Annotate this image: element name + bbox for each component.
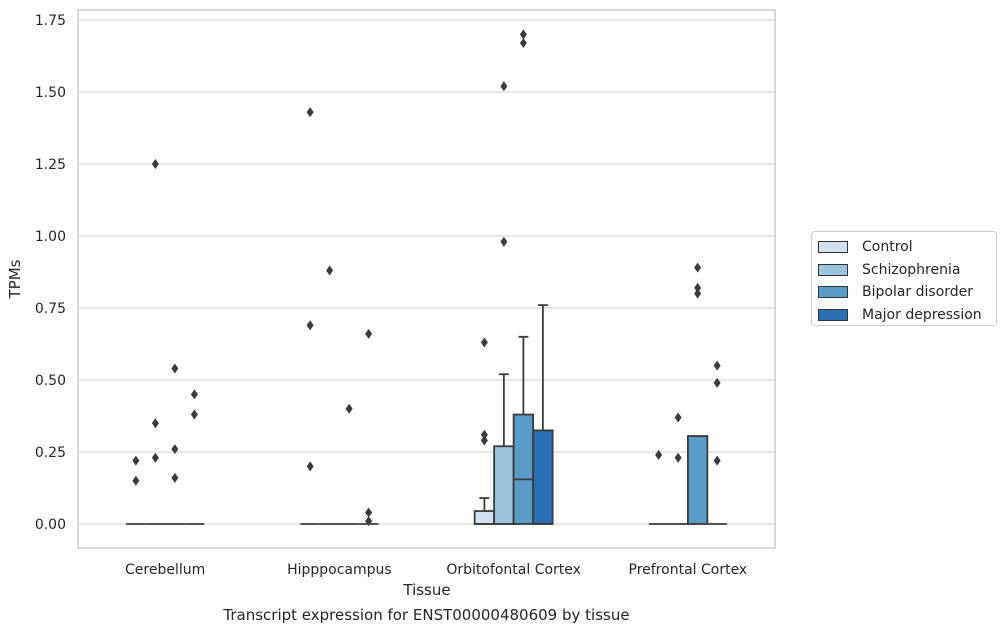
outlier-point [171, 472, 179, 483]
legend-item: Bipolar disorder [818, 281, 996, 304]
figure-caption: Transcript expression for ENST0000048060… [223, 606, 630, 624]
outlier-point [694, 288, 702, 299]
outlier-point [132, 455, 140, 466]
box [473, 510, 496, 525]
outlier-point [171, 363, 179, 374]
outlier-point [480, 337, 488, 348]
box-major-depression [184, 389, 205, 525]
outlier-point [190, 409, 198, 420]
x-tick-label: Orbitofontal Cortex [446, 562, 581, 578]
outlier-point [151, 452, 159, 463]
outlier-point [171, 444, 179, 455]
box-bipolar-disorder [339, 403, 359, 525]
x-tick-label: Prefrontal Cortex [629, 562, 748, 578]
outlier-point [674, 412, 682, 423]
legend-swatch [818, 286, 848, 299]
grid-lines [78, 19, 775, 525]
outlier-point [365, 516, 373, 527]
outlier-point [306, 461, 314, 472]
box [532, 429, 554, 525]
outlier-point [151, 159, 159, 169]
legend-item: Schizophrenia [818, 259, 996, 282]
box-schizophrenia [493, 81, 515, 525]
outlier-point [365, 507, 373, 518]
box-major-depression [358, 328, 379, 527]
box-schizophrenia [319, 265, 340, 525]
box-control [473, 337, 496, 525]
box-schizophrenia [145, 159, 166, 525]
outlier-point [132, 475, 140, 486]
box-control [126, 455, 146, 525]
legend: Control Schizophrenia Bipolar disorder Majo… [811, 231, 997, 326]
outlier-point [655, 449, 663, 460]
outlier-point [326, 265, 334, 276]
box-schizophrenia [668, 412, 688, 525]
outlier-point [345, 403, 353, 414]
x-tick-label: Hipppocampus [287, 562, 392, 578]
box-bipolar-disorder [512, 29, 535, 525]
outlier-point [151, 418, 159, 429]
outlier-point [519, 29, 527, 40]
y-tick-label: 0.00 [35, 517, 66, 533]
box-major-depression [707, 360, 727, 525]
outlier-point [190, 389, 198, 400]
legend-item: Major depression [818, 304, 996, 327]
box [512, 413, 535, 525]
y-axis-label: TPMs [6, 259, 24, 299]
legend-item: Control [818, 236, 996, 259]
y-tick-label: 0.25 [35, 445, 66, 461]
legend-label: Schizophrenia [862, 261, 961, 278]
outlier-point [713, 455, 721, 466]
x-axis-label: Tissue [402, 581, 450, 599]
legend-swatch [818, 308, 848, 321]
outlier-point [674, 452, 682, 463]
legend-swatch [818, 263, 848, 276]
outlier-point [365, 328, 373, 339]
box-bipolar-disorder [686, 262, 709, 525]
box-major-depression [532, 304, 554, 525]
y-tick-label: 1.25 [35, 157, 66, 173]
y-tick-label: 0.50 [35, 373, 66, 389]
outlier-point [480, 435, 488, 446]
box-bipolar-disorder [165, 363, 185, 525]
outlier-point [306, 320, 314, 331]
y-tick-label: 1.75 [35, 13, 66, 29]
outlier-point [480, 429, 488, 440]
outlier-point [694, 262, 702, 273]
box [493, 445, 515, 525]
y-tick-label: 0.75 [35, 301, 66, 317]
box-plots [126, 29, 727, 527]
outlier-point [519, 38, 527, 49]
axes: 0.00 0.25 0.50 0.75 1.00 1.25 1.50 1.75 Cerebell… [35, 9, 776, 578]
outlier-point [713, 360, 721, 371]
outlier-point [694, 282, 702, 293]
outlier-point [500, 236, 508, 247]
legend-swatch [818, 241, 848, 254]
box [686, 435, 709, 525]
legend-label: Bipolar disorder [862, 284, 974, 301]
y-tick-label: 1.00 [35, 229, 66, 245]
box-control [648, 449, 669, 525]
outlier-point [306, 107, 314, 118]
legend-label: Major depression [862, 306, 982, 323]
x-tick-label: Cerebellum [125, 562, 205, 578]
plot-frame [77, 9, 776, 549]
box-control [300, 107, 320, 525]
outlier-point [500, 81, 508, 92]
outlier-point [713, 377, 721, 388]
y-tick-label: 1.50 [35, 85, 66, 101]
legend-label: Control [862, 239, 913, 256]
